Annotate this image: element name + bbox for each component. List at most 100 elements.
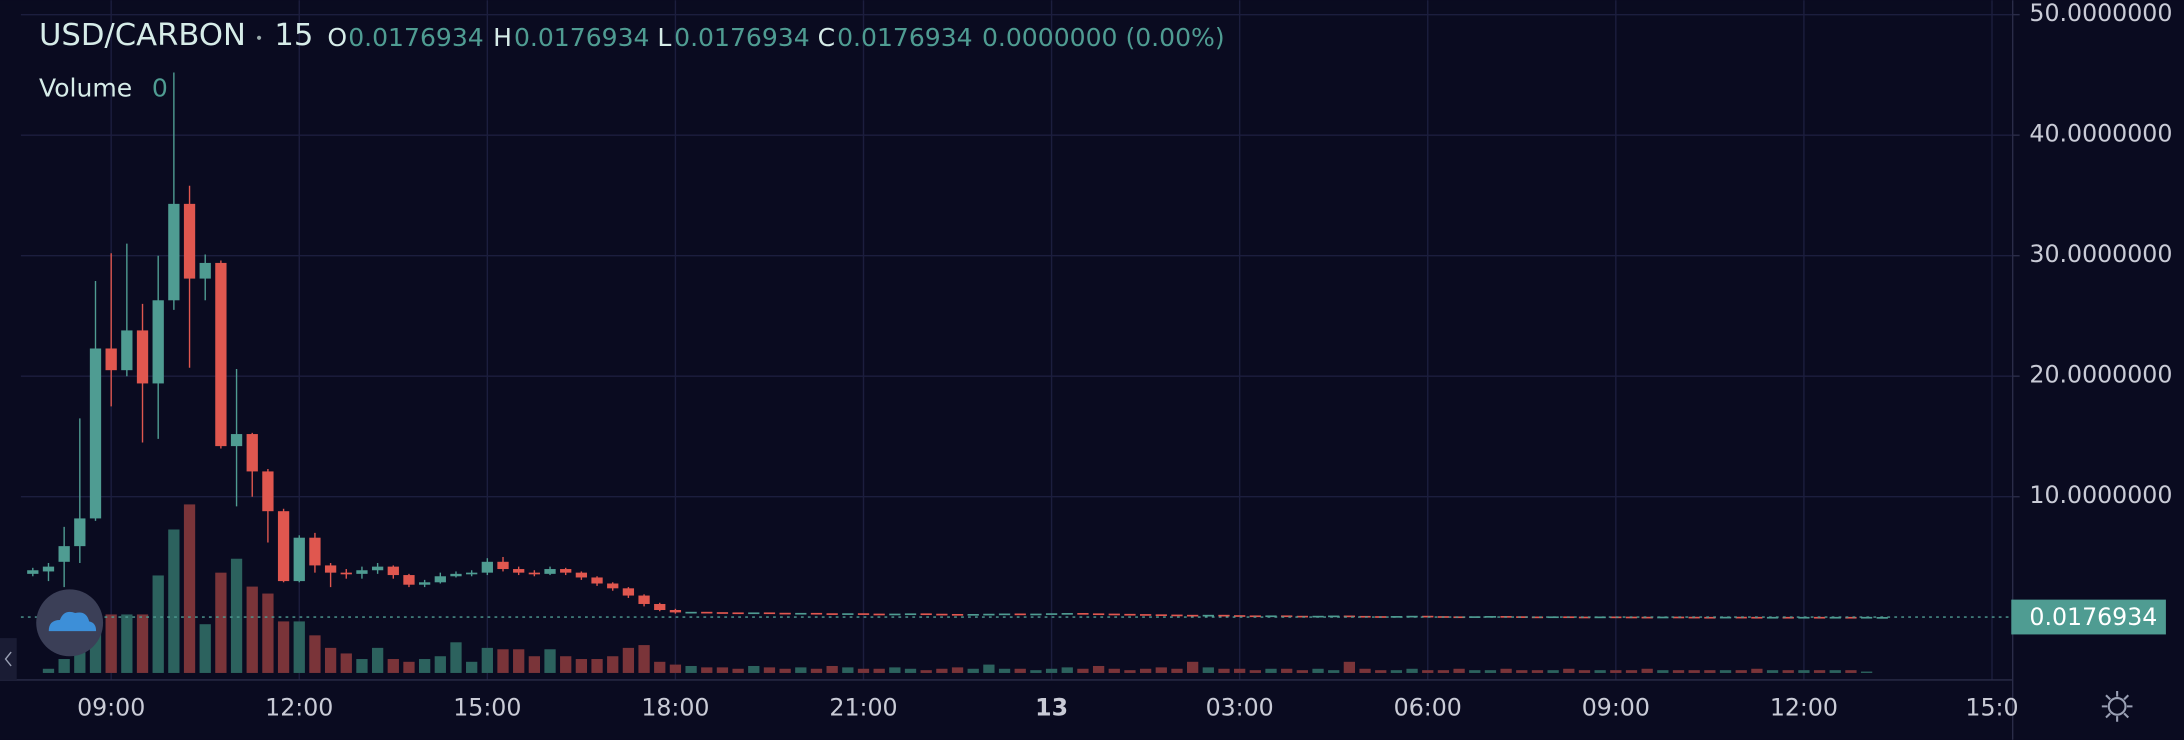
- candle-body: [1030, 613, 1042, 616]
- x-tick-label: 09:00: [1582, 694, 1650, 722]
- candle-body: [309, 537, 321, 566]
- volume-bar: [857, 668, 870, 673]
- candle-body: [1202, 614, 1214, 617]
- candle-body: [1516, 616, 1528, 618]
- candle-body: [1249, 615, 1261, 618]
- candle-body: [1343, 615, 1356, 618]
- volume-bar: [544, 649, 556, 673]
- volume-bar: [920, 670, 932, 673]
- candle-body: [1829, 616, 1841, 619]
- settings-icon[interactable]: [2101, 691, 2133, 722]
- interval: 15: [274, 18, 313, 53]
- candle-body: [371, 566, 384, 571]
- candle-body: [27, 570, 39, 574]
- candle-body: [763, 612, 776, 615]
- volume-bar: [795, 667, 807, 673]
- volume-bar: [1672, 670, 1685, 673]
- candle-body: [105, 348, 117, 371]
- logo[interactable]: [36, 589, 104, 657]
- volume-bar: [1406, 668, 1418, 673]
- volume-bar: [1249, 670, 1261, 673]
- volume-bar: [136, 614, 149, 673]
- gear[interactable]: [2107, 696, 2127, 716]
- candle-body: [293, 537, 305, 582]
- volume-bar: [967, 668, 979, 673]
- logo-cloud[interactable]: [48, 611, 97, 632]
- volume-bar: [1234, 668, 1246, 673]
- candle-body: [152, 300, 164, 384]
- volume-bar: [716, 667, 729, 673]
- price-tag: [2011, 599, 2166, 635]
- candle-body: [904, 613, 917, 616]
- x-tick-label: 03:00: [1206, 694, 1274, 722]
- volume-bar: [1845, 670, 1857, 673]
- x-tick-label: 12:00: [265, 694, 333, 722]
- candle-body: [1124, 613, 1136, 616]
- candle-body: [497, 561, 509, 570]
- candle-body: [340, 572, 352, 575]
- volume-bar: [732, 668, 744, 673]
- volume-bar: [1688, 670, 1700, 673]
- volume-bar: [1375, 670, 1387, 673]
- volume-bar: [1813, 670, 1826, 673]
- ohlc-letter: H: [493, 23, 512, 52]
- volume-bar: [356, 659, 368, 673]
- candle-body: [1406, 615, 1418, 618]
- candle-body: [810, 612, 823, 615]
- y-tick-label: 40.0000000: [2029, 120, 2172, 148]
- symbol: USD/CARBON: [39, 18, 246, 53]
- volume-bar: [434, 656, 446, 673]
- volume-bar: [998, 668, 1011, 673]
- candle-body: [1766, 616, 1779, 619]
- volume-bar: [1610, 670, 1622, 673]
- candle-body: [1265, 615, 1277, 618]
- volume-bar: [669, 664, 682, 673]
- volume-bar: [309, 635, 321, 673]
- volume-value: 0: [152, 73, 168, 102]
- volume-bar: [168, 529, 180, 673]
- volume-bar: [1014, 668, 1026, 673]
- candle-body: [513, 569, 525, 573]
- candles: [20, 72, 2013, 619]
- y-tick-label: 20.0000000: [2029, 361, 2172, 389]
- candle-body: [857, 613, 870, 615]
- volume-bar: [418, 659, 431, 673]
- candle-body: [58, 546, 70, 562]
- candle-body: [262, 471, 274, 512]
- collapse-button[interactable]: [0, 638, 17, 680]
- ohlc-value: 0.0176934: [837, 23, 973, 52]
- collapse-arrow[interactable]: [4, 651, 12, 667]
- candle-body: [1186, 614, 1199, 617]
- volume-bar: [1328, 670, 1340, 673]
- volume-bar: [1218, 668, 1230, 673]
- volume-bar: [983, 664, 995, 673]
- candle-body: [951, 613, 964, 616]
- volume-bar: [1092, 665, 1105, 673]
- volume-bar: [1719, 670, 1732, 673]
- candle-body: [575, 572, 588, 578]
- candle-body: [434, 576, 446, 583]
- volume-bar: [183, 504, 196, 673]
- volume-bar: [622, 647, 635, 673]
- gear-teeth[interactable]: [2101, 691, 2133, 722]
- candle-body: [1234, 615, 1246, 617]
- ohlc-letter: C: [818, 23, 836, 52]
- candle-body: [1657, 616, 1669, 619]
- candle-body: [356, 570, 368, 574]
- candle-body: [528, 572, 540, 575]
- volume-bar: [1359, 668, 1371, 673]
- volume-bar: [842, 667, 854, 673]
- volume-bar: [1061, 667, 1073, 673]
- candle-body: [701, 611, 713, 614]
- candle-body: [466, 572, 478, 575]
- volume-bar: [560, 656, 572, 673]
- volume-bar: [42, 668, 55, 673]
- candle-body: [936, 613, 948, 616]
- candle-body: [654, 603, 666, 611]
- candle-body: [1453, 616, 1465, 619]
- candle-body: [277, 511, 290, 582]
- volume-bar: [1171, 668, 1183, 673]
- candle-body: [89, 348, 102, 519]
- volume-bar: [1390, 670, 1403, 673]
